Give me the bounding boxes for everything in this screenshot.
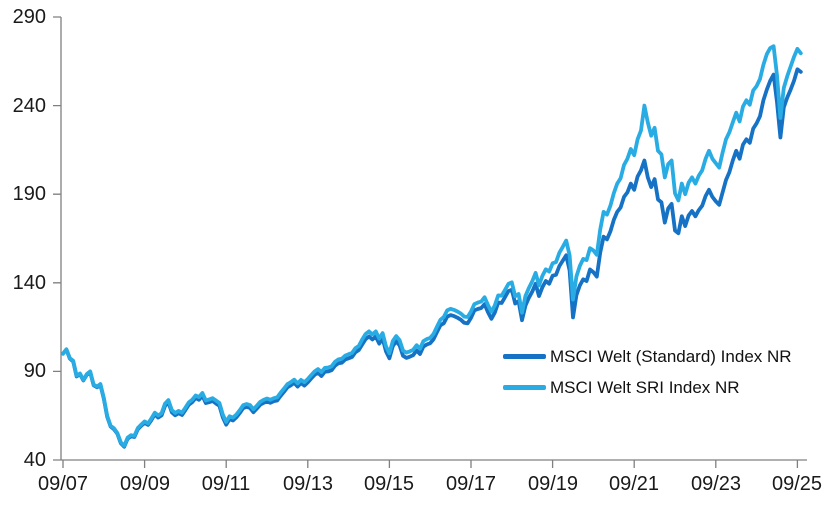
series-line-sri (61, 44, 803, 448)
legend-item-sri: MSCI Welt SRI Index NR (503, 372, 792, 403)
y-tick-label: 190 (12, 183, 46, 205)
legend-label-sri: MSCI Welt SRI Index NR (550, 377, 740, 397)
x-tick-label: 09/15 (363, 473, 415, 495)
x-tick-label: 09/21 (608, 473, 660, 495)
y-tick-label: 40 (23, 449, 46, 471)
legend-line-sri-swatch (503, 385, 546, 390)
y-tick-label: 90 (23, 360, 46, 382)
x-tick-label: 09/07 (37, 473, 89, 495)
y-tick-label: 240 (12, 95, 46, 117)
x-tick-label: 09/23 (690, 473, 742, 495)
legend-label-standard: MSCI Welt (Standard) Index NR (550, 346, 792, 366)
y-tick-label: 290 (12, 6, 46, 28)
y-tick-label: 140 (12, 272, 46, 294)
x-tick-label: 09/09 (119, 473, 171, 495)
x-tick-label: 09/13 (282, 473, 334, 495)
x-tick-label: 09/19 (527, 473, 579, 495)
x-tick-label: 09/17 (445, 473, 497, 495)
x-tick-label: 09/25 (771, 473, 823, 495)
legend-item-standard: MSCI Welt (Standard) Index NR (503, 341, 792, 372)
axis-line (53, 16, 807, 468)
legend: MSCI Welt (Standard) Index NR MSCI Welt … (503, 341, 792, 403)
x-tick-label: 09/11 (201, 473, 251, 495)
legend-line-standard-swatch (503, 354, 546, 359)
